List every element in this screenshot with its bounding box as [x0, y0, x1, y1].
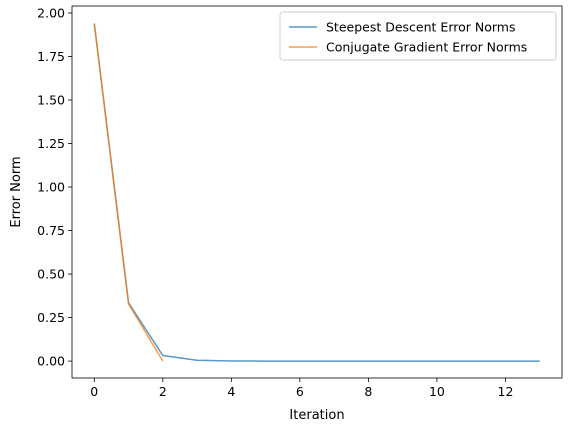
- y-tick-label: 0.75: [37, 223, 65, 238]
- legend-box: [279, 11, 557, 61]
- y-tick-label: 1.25: [37, 136, 65, 151]
- series-line-0: [93, 23, 540, 362]
- y-axis-label: Error Norm: [9, 156, 24, 227]
- x-tick-label: 12: [498, 384, 514, 399]
- x-tick-label: 6: [296, 384, 304, 399]
- series-layer: [93, 23, 540, 362]
- legend: Steepest Descent Error Norms Conjugate Gr…: [279, 11, 557, 61]
- y-tick-label: 1.00: [37, 180, 65, 195]
- legend-entry-label: Steepest Descent Error Norms: [326, 20, 515, 35]
- x-tick-label: 0: [90, 384, 98, 399]
- y-tick-label: 0.00: [37, 354, 65, 369]
- x-tick-label: 4: [227, 384, 235, 399]
- y-tick-label: 0.50: [37, 267, 65, 282]
- x-axis-label: Iteration: [289, 408, 344, 423]
- series-line-1: [93, 23, 164, 362]
- ticks-layer: 0 2 4 6 8 10 12 0.00 0.25 0.50 0.75 1.00 1.25 1.50 1.7…: [37, 5, 513, 399]
- axes-frame: [71, 5, 563, 379]
- y-tick-label: 1.50: [37, 93, 65, 108]
- y-tick-label: 2.00: [37, 5, 65, 20]
- x-tick-label: 2: [159, 384, 167, 399]
- x-tick-label: 8: [364, 384, 372, 399]
- y-tick-label: 0.25: [37, 310, 65, 325]
- x-tick-label: 10: [429, 384, 445, 399]
- legend-entry-label: Conjugate Gradient Error Norms: [326, 40, 527, 55]
- y-tick-label: 1.75: [37, 49, 65, 64]
